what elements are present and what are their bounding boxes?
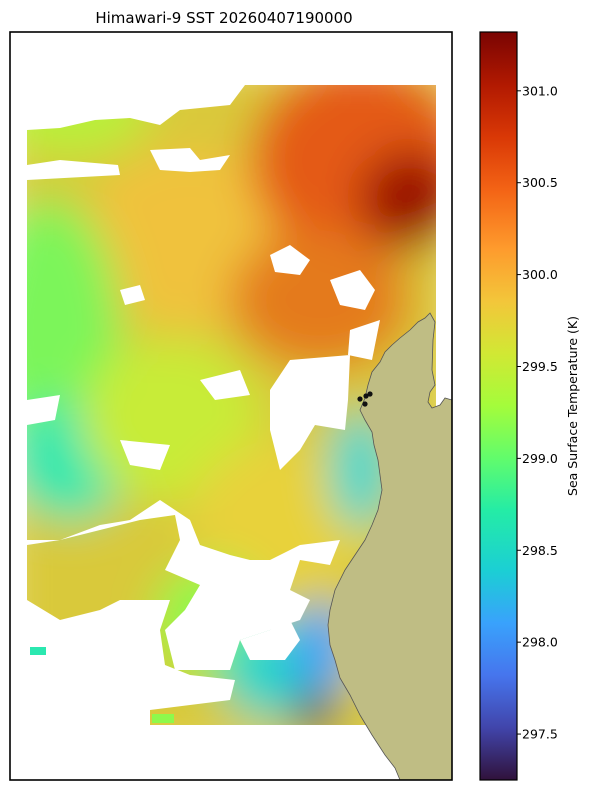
colorbar-tick-label: 298.0 <box>522 635 558 650</box>
station-marker <box>363 393 369 399</box>
colorbar-tick-label: 301.0 <box>522 83 558 98</box>
colorbar-gradient <box>480 32 517 780</box>
colorbar-tick-label: 300.0 <box>522 267 558 282</box>
colorbar-frame <box>479 31 518 781</box>
station-markers <box>357 391 373 407</box>
station-marker <box>357 396 363 402</box>
chart-title: Himawari-9 SST 20260407190000 <box>95 9 352 27</box>
station-marker <box>362 401 368 407</box>
map-frame <box>9 31 453 781</box>
land-mass <box>327 312 452 780</box>
colorbar-tick-label: 298.5 <box>522 543 558 558</box>
colorbar-tick-label: 299.5 <box>522 359 558 374</box>
colorbar-tick-label: 297.5 <box>522 727 558 742</box>
station-marker <box>367 391 373 397</box>
colorbar-ticks: 297.5 298.0 298.5 299.0 299.5 300.0 300.5 301.0 <box>517 83 558 742</box>
colorbar-tick-label: 299.0 <box>522 451 558 466</box>
map-area <box>10 32 452 780</box>
cloud-mask <box>27 85 380 725</box>
colorbar: 297.5 298.0 298.5 299.0 299.5 300.0 300.5 301.0… <box>479 31 580 781</box>
colorbar-label: Sea Surface Temperature (K) <box>565 316 580 496</box>
colorbar-tick-label: 300.5 <box>522 175 558 190</box>
